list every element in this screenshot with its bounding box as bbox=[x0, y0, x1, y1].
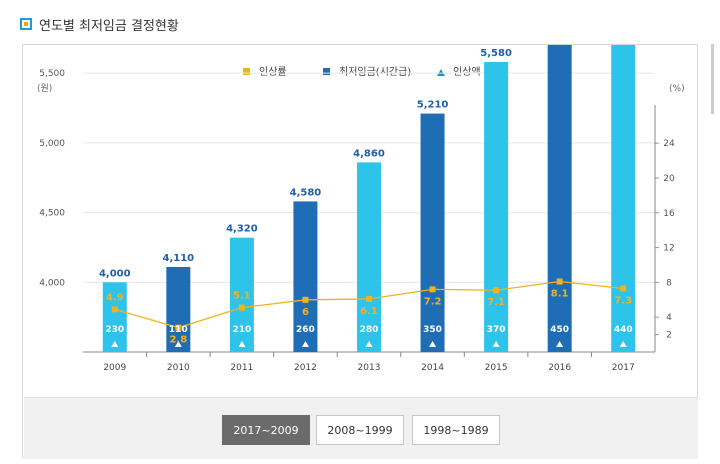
y-right-tick-label: 24 bbox=[663, 139, 675, 149]
y-right-tick-label: 12 bbox=[663, 244, 674, 254]
x-tick-label: 2016 bbox=[548, 363, 571, 373]
y-left-tick-label: 5,000 bbox=[39, 139, 65, 149]
rate-point bbox=[493, 287, 500, 294]
increase-label: 350 bbox=[423, 325, 442, 335]
wage-label: 4,110 bbox=[163, 253, 195, 264]
right-axis-unit: (%) bbox=[669, 84, 685, 94]
y-right-tick-label: 8 bbox=[666, 278, 672, 288]
x-tick-label: 2011 bbox=[230, 363, 253, 373]
increase-label: 280 bbox=[360, 325, 379, 335]
x-tick-label: 2013 bbox=[358, 363, 381, 373]
bullet-icon bbox=[20, 18, 32, 30]
rate-label: 7.3 bbox=[614, 295, 632, 306]
rate-label: 2.8 bbox=[169, 335, 187, 346]
wage-label: 4,580 bbox=[290, 187, 322, 198]
rate-point bbox=[366, 295, 372, 302]
increase-label: 450 bbox=[550, 325, 569, 335]
increase-label: 230 bbox=[105, 325, 124, 335]
wage-label: 5,580 bbox=[480, 48, 512, 59]
increase-marker bbox=[429, 341, 437, 347]
wage-bar bbox=[293, 201, 318, 352]
section-header: 연도별 최저임금 결정현황 bbox=[20, 12, 179, 36]
wage-bar bbox=[357, 162, 381, 352]
rate-label: 5.1 bbox=[233, 291, 251, 302]
range-button-2008-1999[interactable]: 2008~1999 bbox=[316, 415, 404, 445]
page-title: 연도별 최저임금 결정현황 bbox=[39, 18, 179, 34]
range-button-1998-1989[interactable]: 1998~1989 bbox=[412, 415, 500, 445]
wage-label: 4,000 bbox=[99, 268, 131, 279]
rate-point bbox=[429, 286, 436, 293]
rate-point bbox=[620, 285, 627, 292]
y-left-tick-label: 4,500 bbox=[39, 209, 65, 219]
y-right-tick-label: 4 bbox=[666, 313, 672, 323]
chart: 인상률 최저임금(시간급) 인상액 (원) (%) 4,000 4,500 5,00… bbox=[37, 45, 685, 373]
x-tick-label: 2015 bbox=[485, 363, 508, 373]
legend-wage-swatch bbox=[323, 68, 330, 75]
legend-rate-label: 인상률 bbox=[259, 66, 287, 78]
increase-marker bbox=[492, 341, 500, 347]
increase-marker bbox=[556, 341, 564, 347]
legend-wage-label: 최저임금(시간급) bbox=[339, 65, 411, 78]
rate-line bbox=[111, 278, 627, 331]
range-button-bar: 2017~2009 2008~1999 1998~1989 bbox=[24, 397, 698, 459]
rate-label: 6.1 bbox=[360, 306, 378, 317]
left-axis-unit: (원) bbox=[37, 83, 52, 94]
increase-marker bbox=[301, 341, 309, 347]
wage-label: 5,210 bbox=[417, 100, 449, 111]
x-tick-label: 2017 bbox=[612, 363, 635, 373]
bars bbox=[102, 45, 636, 353]
x-tick-label: 2014 bbox=[421, 363, 444, 373]
increase-label: 260 bbox=[296, 325, 315, 335]
legend-rate-swatch bbox=[243, 68, 250, 75]
rate-point bbox=[302, 296, 309, 303]
rate-label: 7.2 bbox=[424, 296, 442, 307]
wage-bar bbox=[102, 282, 127, 352]
increase-marker bbox=[619, 341, 627, 347]
rate-point bbox=[111, 306, 118, 313]
wage-label: 4,860 bbox=[353, 148, 385, 159]
wage-bar bbox=[547, 45, 572, 353]
y-right-tick-label: 2 bbox=[666, 331, 672, 341]
increase-label: 370 bbox=[487, 325, 506, 335]
wage-bar bbox=[611, 45, 636, 353]
increase-label: 210 bbox=[232, 325, 251, 335]
x-tick-label: 2012 bbox=[294, 363, 317, 373]
rate-point bbox=[238, 304, 245, 311]
increase-label: 440 bbox=[614, 325, 633, 335]
legend-increase-swatch bbox=[437, 69, 445, 76]
increase-marker bbox=[174, 341, 182, 347]
legend: 인상률 최저임금(시간급) 인상액 bbox=[243, 65, 481, 78]
increase-label: 110 bbox=[169, 325, 188, 335]
rate-label: 6 bbox=[302, 307, 309, 318]
rate-label: 8.1 bbox=[551, 289, 569, 300]
scrollbar[interactable] bbox=[711, 44, 714, 114]
range-button-2017-2009[interactable]: 2017~2009 bbox=[222, 415, 310, 445]
y-left-tick-label: 4,000 bbox=[39, 278, 65, 288]
y-left-tick-label: 5,500 bbox=[39, 69, 65, 79]
increase-marker bbox=[111, 341, 119, 347]
rate-label: 7.1 bbox=[487, 297, 505, 308]
rate-point bbox=[175, 324, 182, 331]
wage-bar bbox=[166, 266, 191, 352]
legend-increase-label: 인상액 bbox=[453, 66, 481, 78]
increase-marker bbox=[365, 341, 373, 347]
x-tick-label: 2009 bbox=[103, 363, 126, 373]
y-right-tick-label: 20 bbox=[663, 174, 675, 184]
wage-bar bbox=[229, 237, 254, 352]
wage-bar bbox=[484, 61, 509, 353]
chart-panel: 인상률 최저임금(시간급) 인상액 (원) (%) 4,000 4,500 5,00… bbox=[22, 44, 698, 459]
rate-label: 4.9 bbox=[106, 292, 124, 303]
rate-point bbox=[556, 278, 563, 285]
y-right-tick-label: 16 bbox=[663, 209, 675, 219]
x-tick-label: 2010 bbox=[167, 363, 190, 373]
data-labels: 4,000 230 4,110 110 4,320 210 4,580 260 4,860 280… bbox=[99, 48, 633, 347]
increase-marker bbox=[238, 341, 246, 347]
wage-label: 4,320 bbox=[226, 224, 258, 235]
wage-bar bbox=[420, 113, 445, 352]
